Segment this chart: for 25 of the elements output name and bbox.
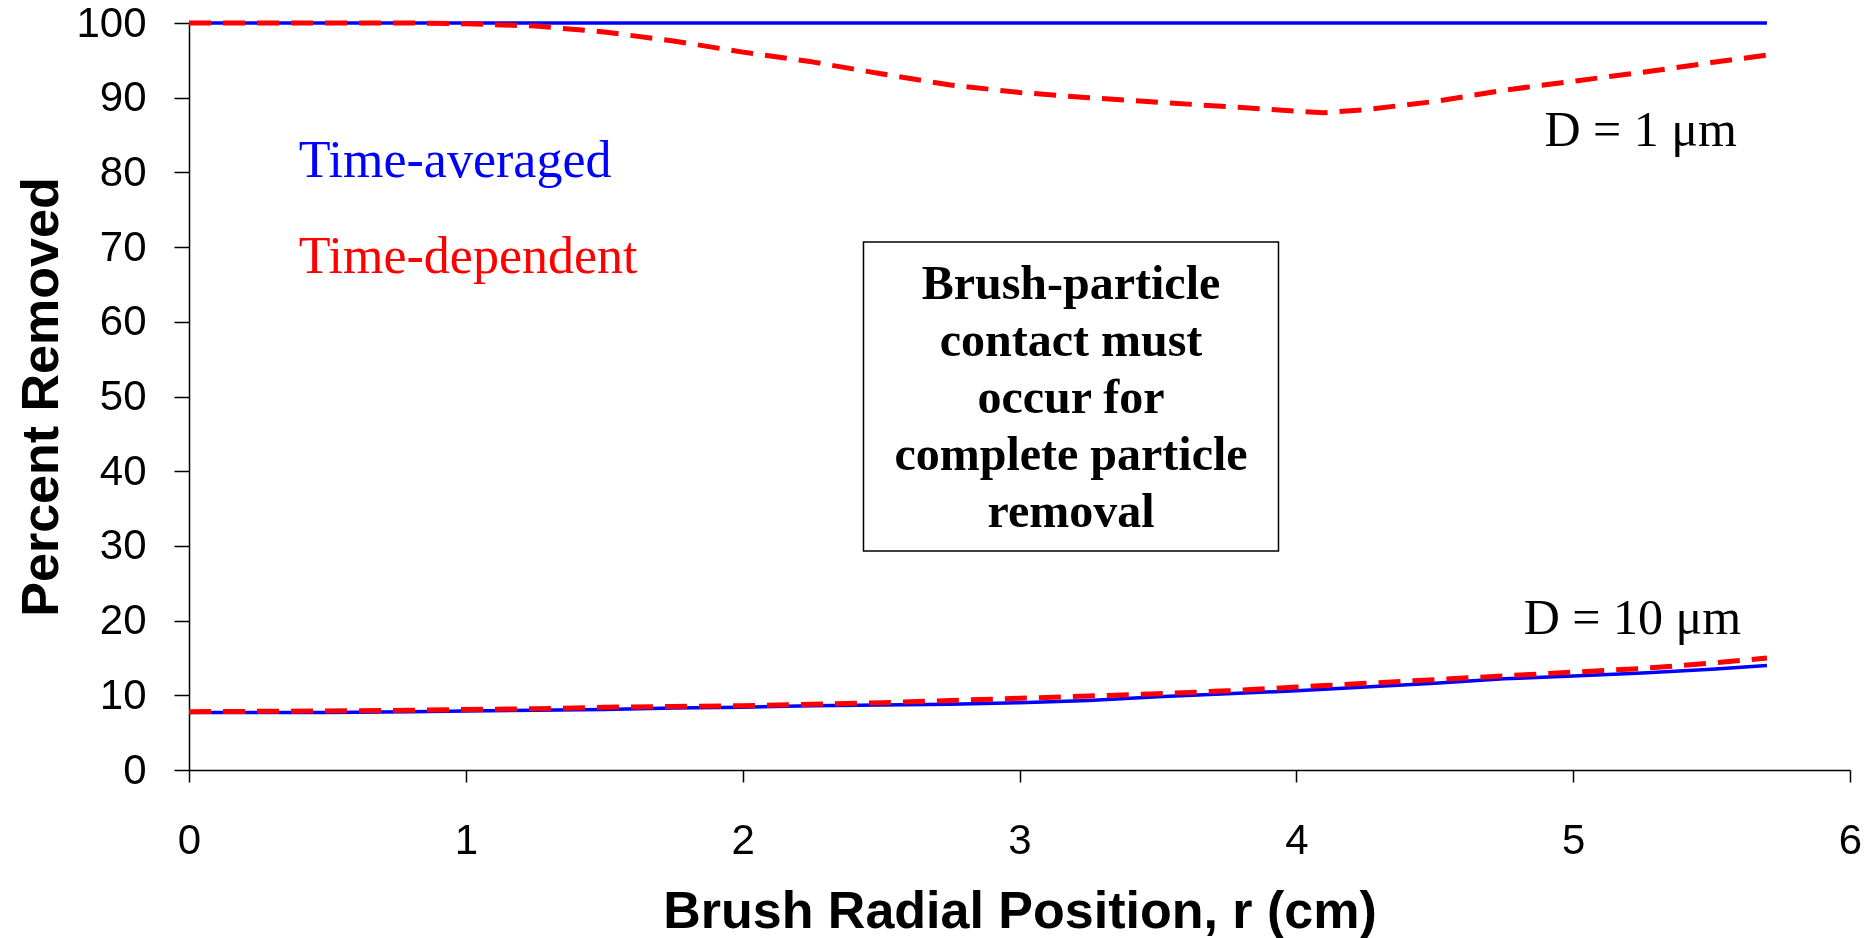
x-tick-label: 4	[1285, 815, 1309, 863]
y-tick-label: 90	[99, 73, 147, 121]
annotation: D = 1 μm	[1544, 101, 1738, 158]
y-tick-label: 10	[99, 670, 147, 718]
y-tick-label: 40	[99, 446, 147, 494]
y-tick-label: 20	[99, 596, 147, 644]
y-tick-label: 100	[76, 0, 147, 46]
x-tick-label: 2	[731, 815, 755, 863]
annotation: D = 10 μm	[1523, 589, 1742, 646]
y-tick-label: 60	[99, 297, 147, 345]
y-tick-label: 70	[99, 222, 147, 270]
y-tick-label: 30	[99, 521, 147, 569]
y-axis-title: Percent Removed	[10, 177, 69, 617]
x-tick-label: 3	[1008, 815, 1032, 863]
text: Time-averaged	[298, 131, 612, 189]
x-tick-label: 1	[454, 815, 479, 863]
x-tick-label: 5	[1561, 815, 1586, 863]
x-tick-label: 6	[1838, 815, 1863, 863]
y-tick-label: 50	[99, 372, 147, 419]
y-tick-label: 0	[123, 745, 147, 793]
annotation: Brush-particle contact must occur for complete particle removal	[894, 255, 1248, 537]
x-tick-label: 0	[177, 815, 202, 863]
y-tick-label: 80	[99, 147, 147, 195]
text: Time-dependent	[298, 227, 639, 285]
x-axis-title: Brush Radial Position, r (cm)	[663, 880, 1377, 938]
